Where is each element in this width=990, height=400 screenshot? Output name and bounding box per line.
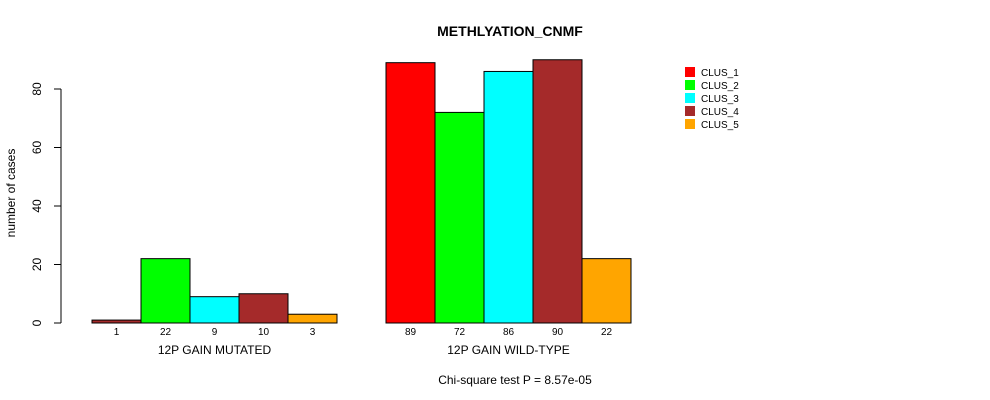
- legend-label: CLUS_3: [701, 94, 739, 105]
- count-label: 90: [552, 327, 564, 338]
- group-label: 12P GAIN WILD-TYPE: [447, 343, 569, 357]
- count-label: 86: [503, 327, 515, 338]
- bar-clus-2-group-1: [140, 258, 191, 324]
- count-label: 10: [258, 327, 270, 338]
- legend: CLUS_1 CLUS_2 CLUS_3 CLUS_4 CLUS_5: [685, 67, 739, 131]
- y-axis-label: number of cases: [4, 149, 18, 238]
- y-axis: 0 20 40 60 80: [30, 82, 62, 326]
- bar-clus-3-group-1: [189, 296, 240, 324]
- group-labels: 12P GAIN MUTATED 12P GAIN WILD-TYPE: [158, 343, 570, 357]
- bar-clus-1-group-1: [91, 319, 142, 324]
- legend-label: CLUS_1: [701, 68, 739, 79]
- legend-swatch: [685, 119, 695, 129]
- y-tick-label: 40: [30, 199, 44, 213]
- legend-swatch: [685, 80, 695, 90]
- count-label: 22: [601, 327, 613, 338]
- count-label: 1: [114, 327, 120, 338]
- count-labels: 1 22 9 10 3 89 72 86 90 22: [114, 327, 613, 338]
- bar-clus-4-group-1: [238, 293, 289, 324]
- y-tick-label: 80: [30, 82, 44, 96]
- chart-title: METHLYATION_CNMF: [437, 23, 583, 39]
- count-label: 22: [160, 327, 172, 338]
- bars: [91, 59, 632, 324]
- y-tick-label: 0: [30, 319, 44, 326]
- legend-swatch: [685, 67, 695, 77]
- y-tick-label: 20: [30, 258, 44, 272]
- count-label: 9: [212, 327, 218, 338]
- count-label: 3: [310, 327, 316, 338]
- bar-clus-5-group-1: [287, 313, 338, 324]
- bar-clus-1-group-2: [385, 62, 436, 324]
- legend-label: CLUS_5: [701, 120, 739, 131]
- legend-label: CLUS_4: [701, 107, 739, 118]
- legend-swatch: [685, 93, 695, 103]
- count-label: 72: [454, 327, 466, 338]
- bar-clus-3-group-2: [483, 70, 534, 324]
- legend-swatch: [685, 106, 695, 116]
- bar-clus-4-group-2: [532, 59, 583, 324]
- bar-clus-2-group-2: [434, 111, 485, 324]
- group-label: 12P GAIN MUTATED: [158, 343, 272, 357]
- count-label: 89: [405, 327, 417, 338]
- bar-clus-5-group-2: [581, 258, 632, 324]
- legend-label: CLUS_2: [701, 81, 739, 92]
- chi-square-footnote: Chi-square test P = 8.57e-05: [438, 373, 592, 387]
- y-tick-label: 60: [30, 141, 44, 155]
